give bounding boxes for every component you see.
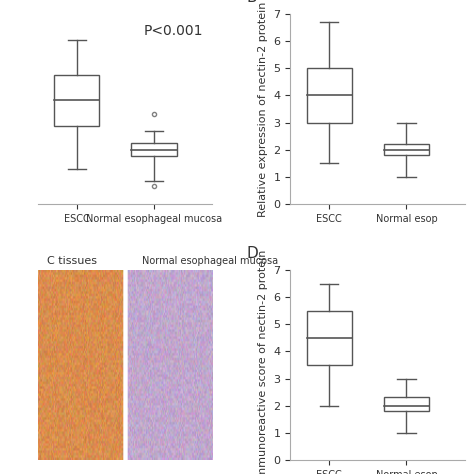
- Text: B: B: [247, 0, 257, 5]
- FancyBboxPatch shape: [384, 398, 429, 411]
- Text: C tissues: C tissues: [46, 256, 97, 266]
- Text: P<0.001: P<0.001: [144, 24, 203, 38]
- FancyBboxPatch shape: [54, 74, 99, 126]
- Text: D: D: [247, 246, 259, 261]
- FancyBboxPatch shape: [131, 144, 177, 155]
- FancyBboxPatch shape: [384, 144, 429, 155]
- FancyBboxPatch shape: [307, 68, 352, 123]
- FancyBboxPatch shape: [307, 311, 352, 365]
- Text: Normal esophageal mucosa: Normal esophageal mucosa: [142, 256, 279, 266]
- Y-axis label: Relative expression of nectin-2 protein: Relative expression of nectin-2 protein: [258, 1, 268, 217]
- Y-axis label: Immunoreactive score of nectin-2 protein: Immunoreactive score of nectin-2 protein: [258, 249, 268, 474]
